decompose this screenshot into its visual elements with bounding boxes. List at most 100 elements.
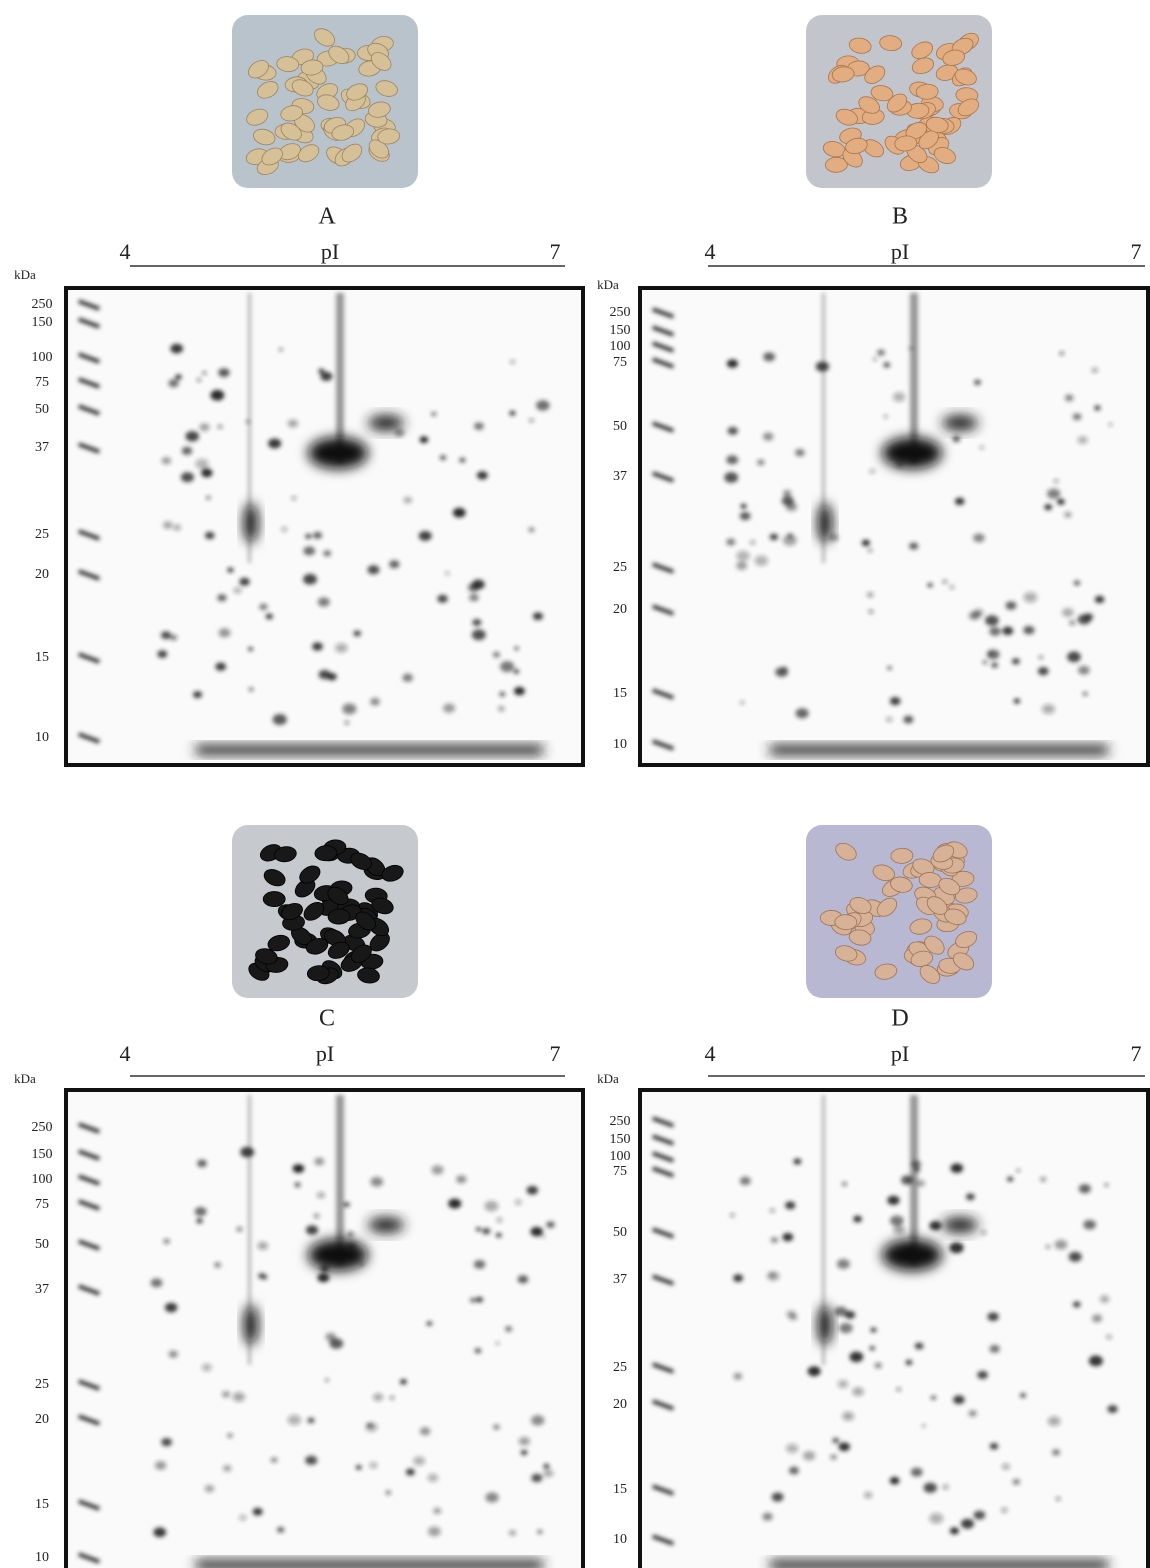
blob <box>308 437 368 469</box>
seed <box>377 128 401 145</box>
spot <box>730 1213 735 1217</box>
spot <box>908 346 914 351</box>
spot <box>495 1232 502 1238</box>
seed <box>954 887 978 904</box>
spot <box>942 1484 949 1490</box>
spot <box>916 1179 926 1187</box>
spot <box>475 1296 484 1303</box>
seed <box>870 85 894 102</box>
seed <box>274 846 297 863</box>
spot <box>217 594 227 602</box>
seed <box>912 858 935 876</box>
ladder-band <box>77 529 101 541</box>
spot <box>927 583 933 588</box>
spot <box>986 649 1000 660</box>
seed <box>890 847 914 864</box>
marker-label: 75 <box>613 355 627 370</box>
seed <box>371 897 394 915</box>
spot <box>469 1297 476 1303</box>
marker-label: 100 <box>610 1149 631 1164</box>
spot <box>427 1526 441 1537</box>
seed <box>874 963 898 980</box>
spot <box>313 1213 320 1219</box>
spot <box>355 1465 362 1470</box>
gel-spots <box>651 293 1113 751</box>
spot <box>1016 1168 1021 1173</box>
marker-label: 100 <box>32 1172 53 1187</box>
spot <box>896 1387 901 1391</box>
spot <box>849 1351 864 1363</box>
spot <box>370 697 380 706</box>
spot <box>987 1312 999 1322</box>
spot <box>950 1163 964 1174</box>
seed <box>375 80 398 97</box>
spot <box>861 539 871 547</box>
spot <box>324 1378 329 1382</box>
spot <box>1037 667 1049 676</box>
marker-label: 100 <box>32 350 53 365</box>
spot <box>1023 592 1038 603</box>
spot <box>232 1392 245 1402</box>
seed <box>267 934 290 952</box>
spot <box>248 687 254 692</box>
spot <box>982 660 988 665</box>
spot <box>1045 1245 1050 1249</box>
spot <box>367 565 380 575</box>
seed <box>952 952 975 971</box>
spot <box>307 1417 315 1424</box>
spot <box>317 597 330 607</box>
spot <box>1083 613 1094 621</box>
gel-spots <box>77 1095 555 1564</box>
spot <box>418 530 432 541</box>
spot <box>259 603 268 611</box>
pi-title: pI <box>321 239 339 264</box>
spot <box>459 457 466 463</box>
spot <box>215 662 227 671</box>
spot <box>733 1372 743 1380</box>
spot <box>444 571 450 576</box>
seed <box>253 128 276 146</box>
spot <box>781 666 788 672</box>
spot <box>1011 658 1020 665</box>
spot <box>252 1507 263 1516</box>
spot <box>163 1238 170 1244</box>
marker-label: 20 <box>35 1412 49 1427</box>
spot <box>867 548 873 552</box>
seed <box>280 105 303 122</box>
spot <box>456 1175 467 1184</box>
marker-label: 150 <box>610 1132 631 1147</box>
spot <box>323 550 332 557</box>
spot <box>325 1332 337 1342</box>
spot <box>162 521 173 529</box>
spot <box>500 661 515 673</box>
spot <box>837 1379 849 1389</box>
marker-label: 50 <box>613 1225 627 1240</box>
spot <box>1005 601 1017 610</box>
spot <box>245 420 251 424</box>
seed <box>835 108 858 126</box>
spot <box>863 1491 873 1499</box>
ladder-band <box>77 404 101 416</box>
marker-label: 250 <box>610 305 631 320</box>
spot <box>475 1227 482 1232</box>
spot <box>347 1231 354 1237</box>
seed <box>924 935 945 955</box>
spot <box>221 1391 231 1398</box>
spot <box>305 533 312 539</box>
seed <box>879 35 903 52</box>
spot <box>736 561 748 570</box>
seed <box>350 944 372 963</box>
spot <box>472 618 482 627</box>
spot <box>155 1461 167 1470</box>
marker-label: 25 <box>35 1377 49 1392</box>
spot <box>471 579 485 590</box>
spot <box>1047 488 1061 499</box>
spot <box>546 1221 555 1228</box>
marker-label: 25 <box>35 527 49 542</box>
spot <box>1041 704 1055 715</box>
streak <box>248 293 251 563</box>
spot <box>509 410 516 416</box>
spot <box>265 613 273 620</box>
